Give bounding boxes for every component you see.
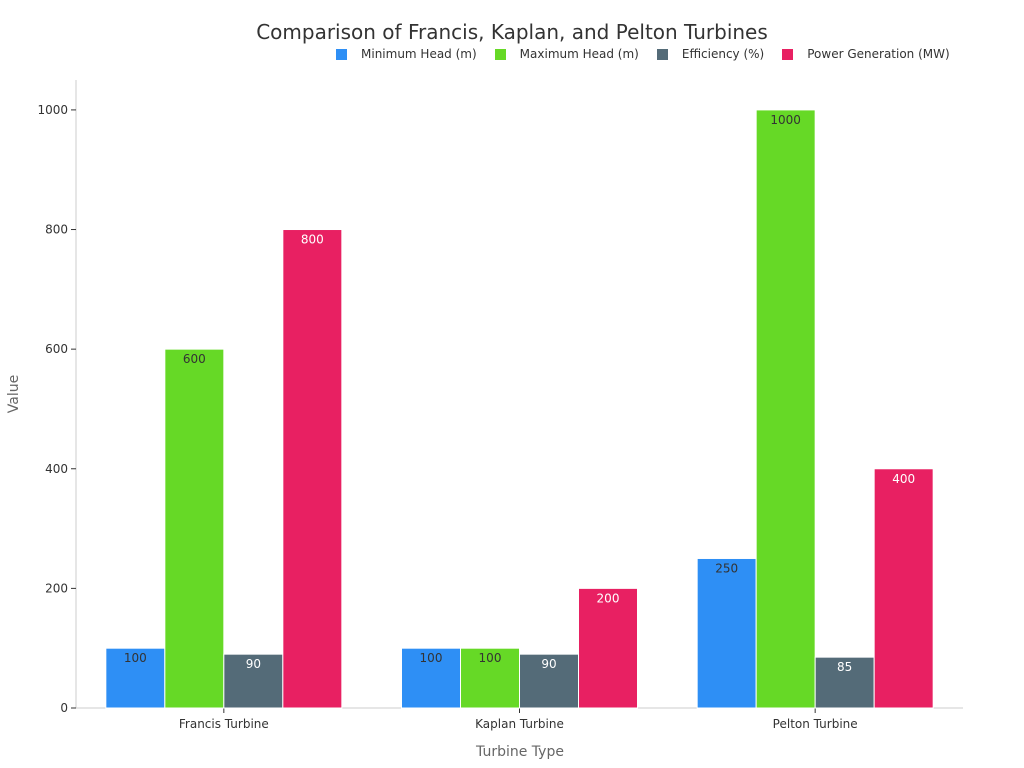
y-tick-label: 0	[60, 701, 68, 715]
x-axis-label: Turbine Type	[475, 744, 564, 760]
bar-value-label: 1000	[770, 113, 801, 127]
bar-value-label: 800	[301, 233, 324, 247]
bar	[873, 468, 934, 709]
bar-value-label: 90	[246, 657, 261, 671]
bar-value-label: 200	[597, 591, 620, 605]
bar	[519, 653, 579, 709]
bar	[460, 647, 520, 709]
bar-labels-group: 100 600 90 800 100 100 90 200 250 1000 85 400	[124, 113, 915, 674]
x-tick-label: Pelton Turbine	[773, 717, 858, 731]
legend-item: Minimum Head (m)	[336, 47, 477, 61]
legend-swatch	[782, 48, 794, 60]
legend-swatch	[336, 48, 347, 60]
y-tick-label: 600	[45, 342, 68, 356]
bar	[223, 653, 284, 709]
x-axis-ticks: Francis Turbine Kaplan Turbine Pelton Turb…	[179, 708, 858, 731]
y-tick-label: 800	[45, 223, 68, 237]
bar	[105, 647, 166, 709]
bar-value-label: 600	[183, 352, 206, 366]
y-axis-ticks: 0 200 400 600 800 1000	[37, 103, 76, 715]
x-tick-label: Kaplan Turbine	[475, 717, 564, 731]
legend-item: Efficiency (%)	[656, 47, 765, 61]
legend-label: Maximum Head (m)	[519, 47, 639, 61]
legend-label: Minimum Head (m)	[361, 47, 477, 61]
y-tick-label: 200	[45, 581, 68, 595]
bar-value-label: 400	[892, 472, 915, 486]
legend-item: Power Generation (MW)	[782, 47, 950, 61]
bar-value-label: 100	[420, 651, 443, 665]
legend-swatch	[494, 48, 506, 60]
bar-value-label: 100	[479, 651, 502, 665]
legend-label: Power Generation (MW)	[807, 47, 950, 61]
bar-value-label: 250	[715, 561, 738, 575]
bar-value-label: 85	[837, 660, 852, 674]
legend-label: Efficiency (%)	[681, 47, 765, 61]
bar	[814, 656, 875, 709]
legend-swatch	[656, 48, 668, 60]
bar	[755, 109, 816, 709]
bar	[401, 647, 461, 709]
bars-group	[105, 109, 934, 709]
bar	[578, 587, 638, 709]
bar-value-label: 100	[124, 651, 147, 665]
bar	[164, 348, 225, 709]
y-tick-label: 1000	[37, 103, 68, 117]
legend: Minimum Head (m) Maximum Head (m) Efficien…	[336, 45, 968, 63]
legend-item: Maximum Head (m)	[494, 47, 639, 61]
bar	[696, 557, 757, 709]
chart-title: Comparison of Francis, Kaplan, and Pelto…	[256, 20, 768, 44]
y-axis-label: Value	[6, 375, 22, 413]
y-tick-label: 400	[45, 462, 68, 476]
x-tick-label: Francis Turbine	[179, 717, 269, 731]
bar-value-label: 90	[541, 657, 556, 671]
bar	[282, 229, 343, 709]
